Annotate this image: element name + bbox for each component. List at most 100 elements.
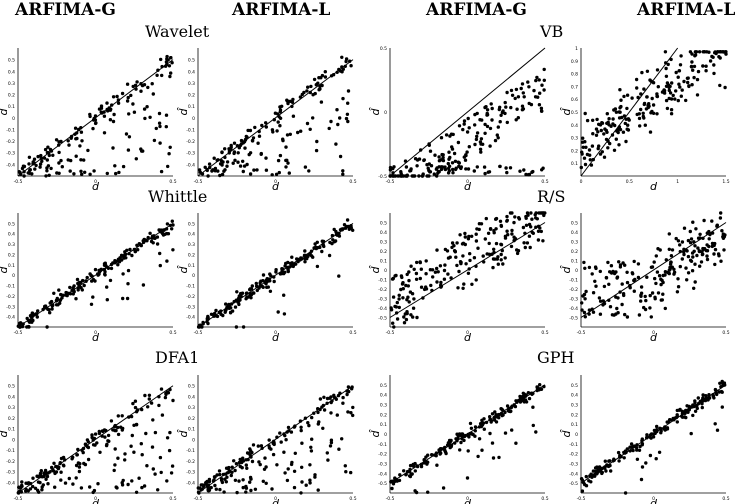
data-point <box>319 76 323 80</box>
data-point <box>653 295 657 299</box>
data-point <box>209 485 213 490</box>
data-point <box>254 284 259 288</box>
data-point <box>241 159 245 163</box>
y-tick-label: 0.5 <box>571 383 578 389</box>
data-point <box>693 54 697 58</box>
data-point <box>220 480 225 485</box>
data-point <box>45 325 49 329</box>
data-point <box>348 59 352 63</box>
data-point <box>21 322 25 326</box>
data-point <box>78 144 82 148</box>
data-point <box>351 413 355 418</box>
data-point <box>514 118 518 122</box>
data-point <box>245 291 249 295</box>
y-tick-label: 0.4 <box>8 69 15 75</box>
data-point <box>126 95 130 100</box>
data-point <box>601 299 605 303</box>
data-point <box>267 444 271 448</box>
data-point <box>448 155 452 160</box>
data-point <box>700 402 704 406</box>
x-axis-label: d <box>92 497 100 504</box>
data-point <box>434 454 438 458</box>
data-point <box>590 272 594 276</box>
data-point <box>664 98 669 103</box>
data-point <box>719 211 723 215</box>
data-point <box>107 106 111 110</box>
data-point <box>230 309 235 313</box>
data-point <box>403 159 408 163</box>
data-point <box>134 87 138 91</box>
data-point <box>27 162 31 166</box>
data-point <box>125 82 130 86</box>
data-point <box>316 488 320 492</box>
y-tick-label: -0.1 <box>569 278 578 284</box>
data-point <box>250 459 255 464</box>
data-point <box>537 103 542 107</box>
data-point <box>719 259 723 263</box>
data-point <box>113 447 117 451</box>
data-point <box>316 410 320 415</box>
data-point <box>697 249 701 253</box>
y-tick-label: 0 <box>12 273 15 279</box>
data-point <box>340 65 344 69</box>
x-tick-label: 0.5 <box>541 496 548 502</box>
data-point <box>400 174 404 178</box>
data-point <box>341 172 345 176</box>
data-point <box>505 219 509 223</box>
data-point <box>212 156 216 160</box>
data-point <box>466 271 471 275</box>
data-point <box>435 174 439 178</box>
data-point <box>698 264 702 268</box>
y-tick-label: -0.3 <box>186 470 195 476</box>
data-point <box>171 248 175 252</box>
data-point <box>346 119 350 124</box>
data-point <box>678 243 682 247</box>
data-point <box>483 237 487 241</box>
data-point <box>593 466 598 470</box>
data-point <box>499 113 503 118</box>
data-point <box>26 481 30 486</box>
data-point <box>651 435 656 439</box>
data-point <box>717 55 721 59</box>
data-point <box>309 445 313 449</box>
data-point <box>54 299 59 303</box>
data-point <box>688 50 693 54</box>
data-point <box>201 322 205 326</box>
data-point <box>414 271 419 276</box>
data-point <box>587 312 591 316</box>
data-point <box>504 105 508 109</box>
data-point <box>46 145 50 149</box>
data-point <box>608 305 613 309</box>
data-point <box>624 117 628 121</box>
data-point <box>460 242 465 246</box>
data-point <box>651 103 656 107</box>
data-point <box>86 457 91 462</box>
y-tick-label: -0.5 <box>569 316 578 322</box>
data-point <box>71 482 75 486</box>
data-point <box>406 295 410 299</box>
data-point <box>674 70 678 75</box>
data-point <box>606 146 610 150</box>
y-axis-label: d̂ <box>0 265 10 274</box>
data-point <box>453 159 458 163</box>
data-point <box>282 293 286 297</box>
data-point <box>274 270 278 274</box>
data-point <box>655 424 659 429</box>
data-point <box>689 431 693 436</box>
data-point <box>708 59 713 63</box>
data-point <box>436 270 440 274</box>
data-point <box>392 165 396 169</box>
data-point <box>458 448 462 452</box>
data-point <box>505 170 509 175</box>
data-point <box>349 411 353 415</box>
data-point <box>113 164 117 168</box>
data-point <box>652 260 656 264</box>
data-point <box>160 64 164 69</box>
data-point <box>688 241 693 245</box>
data-point <box>46 151 50 155</box>
data-point <box>336 122 340 127</box>
data-point <box>637 448 642 452</box>
data-point <box>249 455 253 459</box>
data-point <box>644 107 649 111</box>
data-point <box>494 241 499 246</box>
